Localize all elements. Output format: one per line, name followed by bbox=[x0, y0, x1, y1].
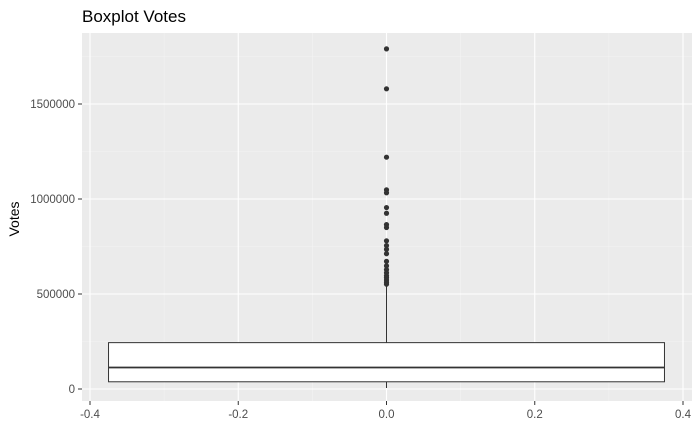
x-tick-label: -0.4 bbox=[80, 409, 100, 421]
outlier-point bbox=[383, 242, 390, 249]
box-iqr bbox=[108, 342, 665, 383]
chart-title: Boxplot Votes bbox=[82, 7, 186, 26]
outlier-point bbox=[383, 154, 390, 160]
y-axis-label: Votes bbox=[6, 201, 22, 236]
axes: -0.4 -0.2 0.0 0.2 0.4 0 500000 1000000 1500000 bbox=[30, 99, 691, 421]
outlier-point bbox=[383, 251, 390, 257]
outlier-point bbox=[383, 263, 390, 269]
outlier-point bbox=[383, 238, 390, 244]
outlier-point bbox=[383, 86, 390, 92]
boxplot bbox=[108, 285, 665, 389]
y-tick-label: 500000 bbox=[37, 289, 75, 301]
x-tick-label: -0.2 bbox=[228, 409, 248, 421]
outlier-point bbox=[383, 210, 390, 216]
outlier-point bbox=[383, 224, 390, 231]
outlier-point bbox=[383, 258, 390, 264]
y-tick-label: 0 bbox=[69, 384, 75, 396]
outlier-point bbox=[383, 46, 390, 52]
x-tick-label: 0.0 bbox=[379, 409, 395, 421]
outlier-point bbox=[383, 246, 390, 252]
outlier-point bbox=[383, 190, 390, 196]
x-tick-label: 0.2 bbox=[527, 409, 543, 421]
outlier-point bbox=[383, 204, 390, 211]
y-tick-label: 1500000 bbox=[30, 99, 75, 111]
y-tick-label: 1000000 bbox=[30, 194, 75, 206]
outlier-point bbox=[383, 281, 390, 287]
outliers bbox=[383, 46, 390, 287]
x-tick-label: 0.4 bbox=[675, 409, 692, 421]
